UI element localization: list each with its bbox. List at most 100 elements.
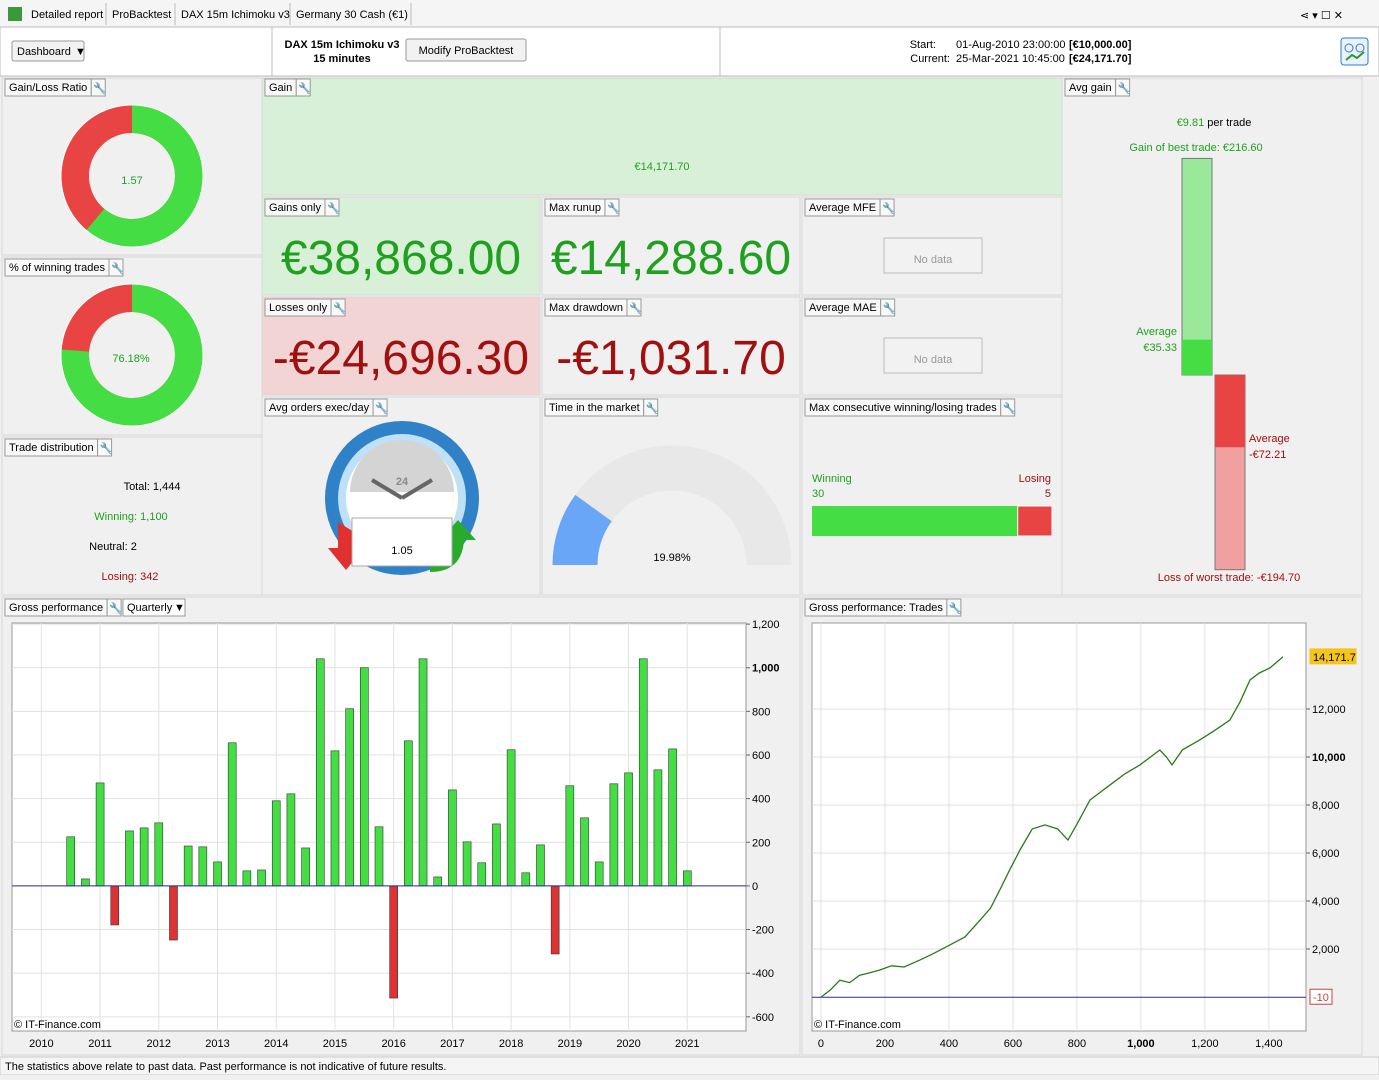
bar — [506, 749, 516, 887]
settings-button — [372, 398, 388, 417]
tab[interactable]: ProBacktest — [112, 9, 171, 21]
bar — [448, 789, 457, 887]
panel-title: Gross performance: Trades — [809, 602, 943, 614]
max-drawdown-value: -€1,031.70 — [556, 332, 786, 385]
settings-button — [324, 198, 340, 217]
panel — [261, 77, 1063, 196]
x-tick-label: 2015 — [323, 1038, 347, 1050]
wrench-icon: 🔧 — [111, 261, 125, 275]
bar — [521, 872, 531, 887]
bar — [315, 658, 325, 887]
tab[interactable]: Germany 30 Cash (€1) — [296, 9, 408, 21]
tab[interactable]: Detailed report — [31, 9, 103, 21]
gain-value: €14,171.70 — [634, 161, 689, 173]
donut-share — [61, 105, 203, 247]
wrench-icon: 🔧 — [109, 601, 123, 615]
bar — [330, 750, 340, 887]
bar — [154, 822, 164, 887]
plot-area — [811, 622, 1307, 1032]
bar — [66, 836, 76, 887]
icon-part — [1344, 43, 1354, 53]
winning-label: 76.18% — [112, 353, 150, 365]
ratio-label: 1.57 — [121, 175, 142, 187]
avg-loss-value: -€72.21 — [1249, 449, 1286, 461]
modify-button[interactable] — [405, 38, 527, 62]
period-label[interactable]: Quarterly — [127, 602, 173, 614]
report-icon[interactable] — [1340, 37, 1369, 66]
bar — [139, 827, 149, 887]
settings-button — [1115, 78, 1131, 97]
window-controls[interactable]: ⋖ ▾ ☐ ✕ — [1300, 10, 1343, 22]
wrench-icon: 🔧 — [607, 201, 621, 215]
panel-title: Gain/Loss Ratio — [9, 82, 87, 94]
avg-win-value: €35.33 — [1143, 342, 1177, 354]
losing-count: 5 — [1045, 488, 1051, 500]
gains-only-value: €38,868.00 — [281, 232, 521, 285]
x-tick-label: 2021 — [675, 1038, 699, 1050]
losses-only-value: -€24,696.30 — [273, 332, 529, 385]
modify-label[interactable]: Modify ProBacktest — [419, 45, 514, 57]
bar — [536, 844, 545, 887]
x-tick-label: 400 — [940, 1038, 958, 1050]
wrench-icon: 🔧 — [883, 301, 897, 315]
icon-part — [1345, 51, 1365, 61]
settings-button — [626, 298, 642, 317]
gauge-fill — [552, 494, 613, 566]
annotation-box — [1309, 648, 1357, 665]
settings-button — [108, 258, 124, 277]
clock-dial: 24 — [396, 476, 409, 488]
x-tick-label: 1,400 — [1255, 1038, 1283, 1050]
bar — [668, 748, 677, 887]
winning-count: 30 — [812, 488, 824, 500]
bar — [389, 885, 398, 999]
bar — [271, 800, 281, 887]
x-tick-label: 0 — [818, 1038, 824, 1050]
trade-bar — [1215, 375, 1245, 448]
losing-label: Losing — [1019, 473, 1051, 485]
settings-button — [1000, 398, 1016, 417]
period-dropdown[interactable] — [122, 598, 186, 617]
annotation-box — [1309, 988, 1333, 1005]
losing-trades: Losing: 342 — [102, 571, 159, 583]
trade-bar — [1181, 157, 1213, 376]
x-tick-label: 2011 — [88, 1038, 112, 1050]
panel-title: Trade distribution — [9, 442, 94, 454]
tab[interactable]: DAX 15m Ichimoku v3 — [181, 9, 290, 21]
panel-title: Gains only — [269, 202, 321, 214]
panel-title: Gross performance — [9, 602, 103, 614]
panel-title: Average MAE — [809, 302, 877, 314]
trade-bar — [1182, 339, 1212, 375]
x-tick-label: 2018 — [499, 1038, 523, 1050]
bar — [462, 841, 472, 887]
start-capital: [€10,000.00] — [1069, 39, 1132, 51]
avg-gain-unit: per trade — [1207, 117, 1251, 129]
dashboard-label[interactable]: Dashboard — [17, 46, 71, 58]
x-tick-label: 600 — [1004, 1038, 1022, 1050]
no-data: No data — [914, 354, 953, 366]
avg-loss-label: Average — [1249, 433, 1290, 445]
donut-gap — [60, 283, 204, 427]
worst-label: Loss of worst trade: — [1158, 572, 1254, 584]
bar — [682, 870, 692, 887]
settings-button — [295, 78, 311, 97]
bar — [404, 740, 413, 887]
bar — [95, 782, 105, 887]
avg-gain: €9.81 per trade — [1177, 117, 1252, 129]
wrench-icon: 🔧 — [629, 301, 643, 315]
bar — [110, 885, 120, 926]
settings-button — [97, 438, 113, 457]
panel-title: Max consecutive winning/losing trades — [809, 402, 997, 414]
panel-title: Max drawdown — [549, 302, 623, 314]
y-tick-label: 400 — [752, 794, 770, 806]
x-tick-label: 2013 — [205, 1038, 229, 1050]
settings-button — [90, 78, 106, 97]
bar — [594, 861, 604, 887]
tab-bar — [0, 0, 1379, 27]
bar — [492, 823, 501, 887]
y-tick-label: 10,000 — [1312, 752, 1346, 764]
bar — [183, 845, 193, 887]
bar — [242, 870, 252, 887]
y-tick-label: 12,000 — [1312, 704, 1346, 716]
x-tick-label: 2014 — [264, 1038, 288, 1050]
dashboard-button[interactable] — [11, 40, 85, 62]
